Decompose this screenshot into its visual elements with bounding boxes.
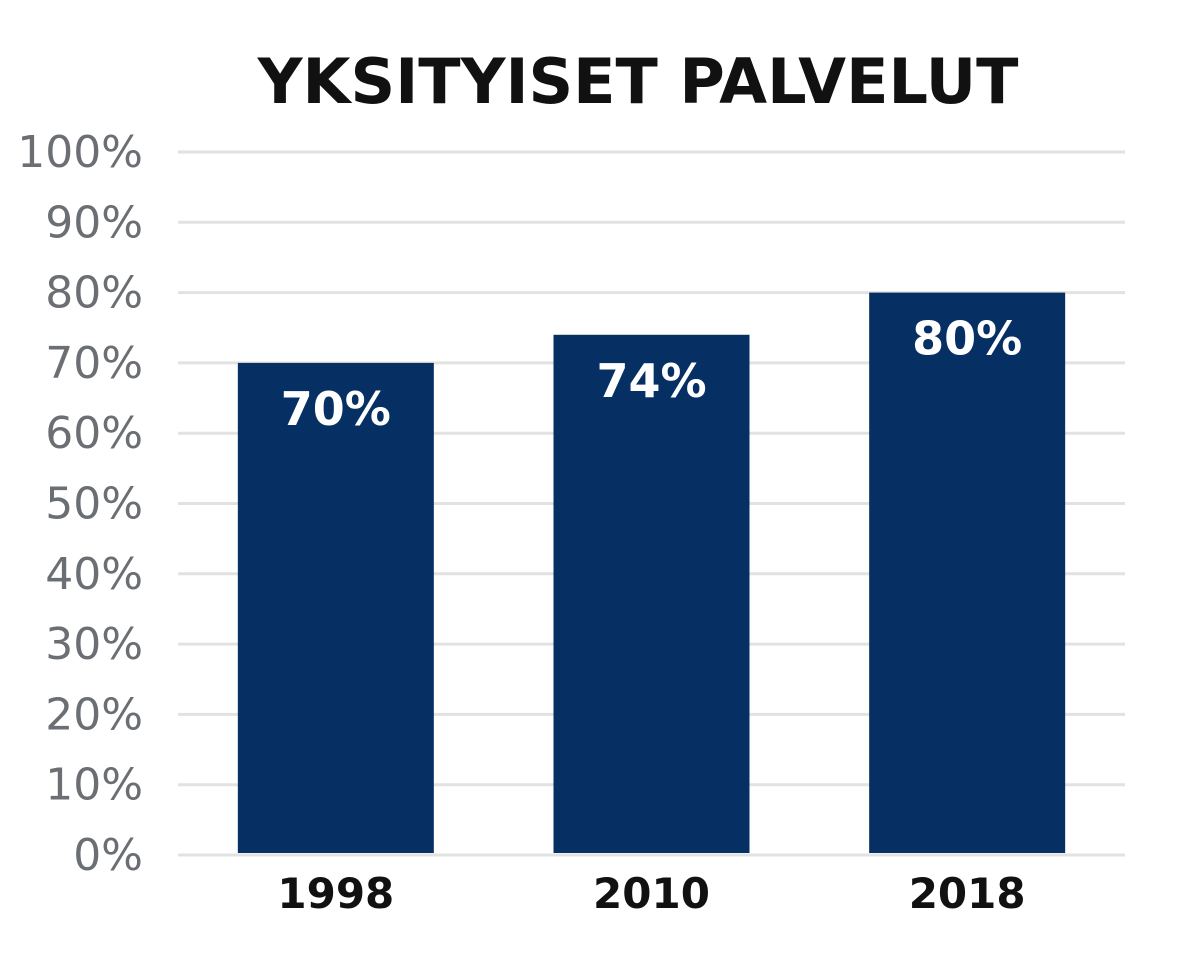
- y-tick-label: 20%: [45, 689, 143, 740]
- y-tick-label: 100%: [17, 127, 143, 178]
- y-tick-label: 0%: [73, 830, 143, 881]
- bar: [237, 362, 434, 853]
- x-tick-label: 2018: [909, 869, 1026, 918]
- bar-value-label: 74%: [596, 354, 706, 408]
- y-tick-label: 90%: [45, 197, 143, 248]
- y-tick-label: 40%: [45, 549, 143, 600]
- y-tick-label: 30%: [45, 619, 143, 670]
- x-tick-label: 2010: [593, 869, 710, 918]
- y-tick-label: 70%: [45, 338, 143, 389]
- y-tick-label: 50%: [45, 479, 143, 530]
- x-axis-ticks: 1998 2010 2018: [277, 869, 1025, 918]
- chart-title: YKSITYISET PALVELUT: [257, 45, 1019, 118]
- bar: [869, 292, 1066, 854]
- bar-value-labels: 70% 74% 80%: [281, 312, 1022, 436]
- y-tick-label: 10%: [45, 760, 143, 811]
- bars: [237, 292, 1066, 854]
- y-axis-ticks: 0% 10% 20% 30% 40% 50% 60% 70% 80% 90% 100%: [17, 127, 143, 881]
- bar-value-label: 80%: [912, 312, 1022, 366]
- bar: [553, 334, 750, 853]
- y-tick-label: 60%: [45, 408, 143, 459]
- y-tick-label: 80%: [45, 268, 143, 319]
- bar-value-label: 70%: [281, 382, 391, 436]
- x-tick-label: 1998: [277, 869, 394, 918]
